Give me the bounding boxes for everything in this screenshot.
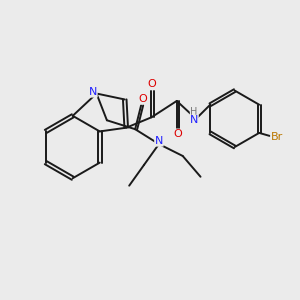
Text: O: O bbox=[173, 129, 182, 139]
Text: Br: Br bbox=[271, 132, 283, 142]
Text: N: N bbox=[89, 87, 97, 97]
Text: N: N bbox=[155, 136, 163, 146]
Text: H: H bbox=[190, 107, 198, 117]
Text: O: O bbox=[138, 94, 147, 104]
Text: N: N bbox=[190, 115, 198, 125]
Text: O: O bbox=[148, 79, 157, 89]
